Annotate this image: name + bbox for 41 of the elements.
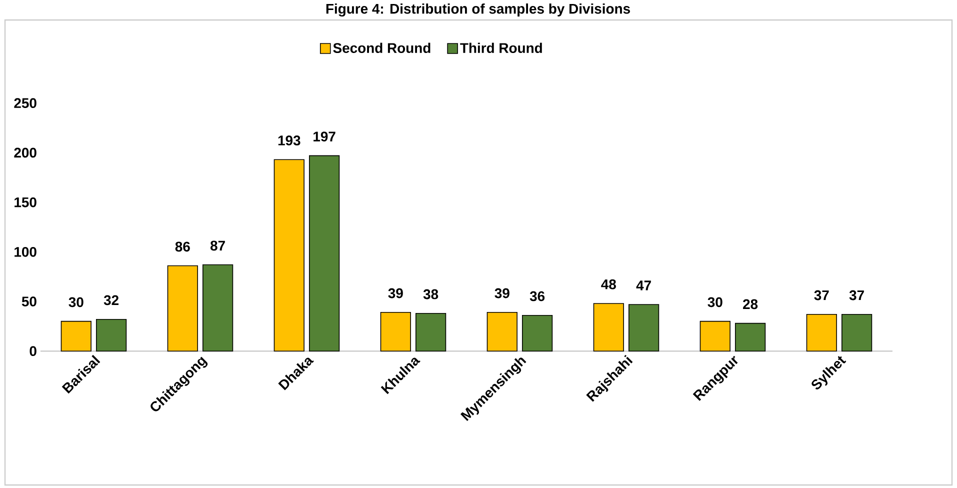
bar [806, 314, 837, 352]
data-label: 32 [104, 295, 118, 306]
data-label: 48 [601, 279, 616, 290]
data-label: 37 [849, 290, 864, 300]
data-label: 39 [494, 288, 510, 298]
data-label: 86 [175, 242, 190, 252]
bar [734, 322, 766, 352]
data-label: 47 [636, 280, 651, 290]
data-label: 193 [278, 136, 300, 146]
data-label: 197 [314, 132, 336, 142]
data-label: 30 [708, 297, 722, 308]
y-tick-label: 250 [14, 98, 36, 108]
y-tick-label: 100 [14, 246, 36, 257]
y-tick-label: 0 [30, 346, 36, 356]
bar [167, 265, 198, 352]
data-label: 38 [423, 289, 438, 300]
chart-title: Figure 4: Distribution of samples by Divisions [326, 3, 630, 17]
bar [415, 312, 446, 352]
bar [700, 320, 730, 352]
data-label: 30 [68, 297, 84, 308]
legend-label: Second Round [333, 42, 430, 53]
data-label: 37 [814, 290, 829, 300]
y-tick-label: 200 [14, 148, 36, 158]
bar [593, 303, 624, 352]
bar [841, 314, 872, 352]
bar [202, 264, 234, 352]
bar [274, 159, 304, 352]
data-label: 87 [210, 240, 225, 251]
bar [522, 314, 553, 352]
y-tick-label: 150 [14, 197, 36, 208]
data-label: 36 [530, 291, 545, 302]
y-tick-label: 50 [22, 296, 36, 306]
bar [96, 318, 127, 352]
bar [486, 312, 518, 352]
bar [60, 320, 92, 352]
legend-label: Third Round [460, 42, 542, 53]
data-label: 28 [743, 299, 758, 310]
bar [308, 155, 340, 352]
data-label: 39 [388, 288, 403, 298]
bar [628, 304, 660, 352]
bar [380, 312, 411, 352]
